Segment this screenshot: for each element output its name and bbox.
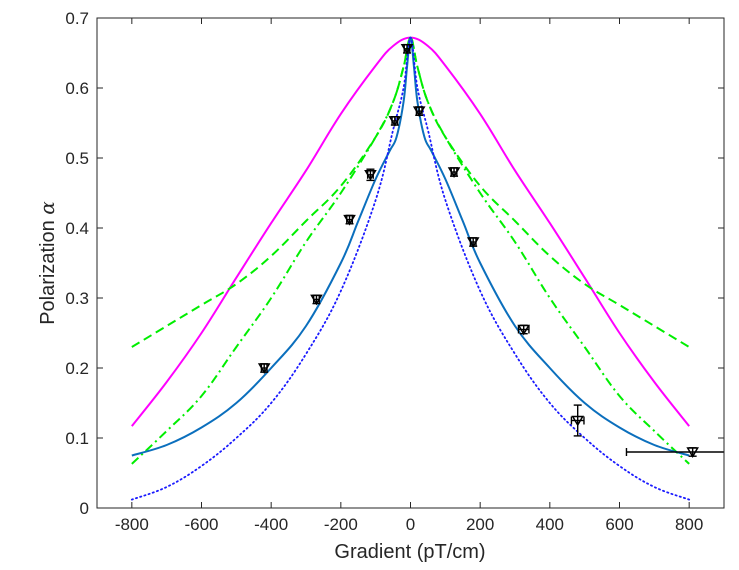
y-tick-label: 0.5 [65,149,89,168]
data-point [412,106,426,118]
data-point [388,115,402,127]
x-tick-label: 200 [466,515,494,534]
y-tick-label: 0 [80,499,89,518]
x-axis-ticks: -800 -600 -400 -200 0 200 400 600 800 [115,18,703,534]
triangle-down-marker [364,170,377,181]
triangle-down-marker [310,294,323,306]
data-point [343,214,356,226]
triangle-down-marker [412,106,426,118]
triangle-down-marker [400,44,414,55]
y-axis-ticks: 0 0.1 0.2 0.3 0.4 0.5 0.6 0.7 [65,9,724,518]
triangle-down-marker [571,415,585,427]
data-point [364,168,377,182]
x-tick-label: -400 [254,515,288,534]
triangle-down-marker [343,214,356,226]
plot-lines [130,36,691,501]
y-axis-label-text: Polarization [37,220,59,325]
x-tick-label: 0 [406,515,415,534]
data-point [447,167,461,178]
x-tick-label: 400 [536,515,564,534]
x-tick-label: -800 [115,515,149,534]
triangle-down-marker [388,116,402,127]
x-tick-label: -200 [324,515,358,534]
y-tick-label: 0.2 [65,359,89,378]
y-tick-label: 0.3 [65,289,89,308]
triangle-down-marker [686,447,699,458]
data-point [400,43,414,55]
y-tick-label: 0.7 [65,9,89,28]
x-tick-label: 600 [605,515,633,534]
data-point [517,324,531,336]
plot-points [257,43,724,458]
x-tick-label: -600 [184,515,218,534]
y-tick-label: 0.4 [65,219,89,238]
triangle-down-marker [517,324,531,336]
triangle-down-marker [257,363,271,374]
series-line-green-dashed [131,36,690,348]
y-axis-label: Polarization α [35,201,59,325]
data-point [570,404,585,437]
triangle-down-marker [466,237,480,248]
data-point [466,237,480,248]
data-point [257,363,271,374]
y-tick-label: 0.6 [65,79,89,98]
y-tick-label: 0.1 [65,429,89,448]
x-axis-label: Gradient (pT/cm) [334,541,485,563]
series-line-blue-dotted [130,36,691,501]
triangle-down-marker [447,167,461,178]
y-axis-label-symbol: α [35,201,59,215]
data-point [625,447,724,458]
x-tick-label: 800 [675,515,703,534]
data-point [310,294,323,306]
